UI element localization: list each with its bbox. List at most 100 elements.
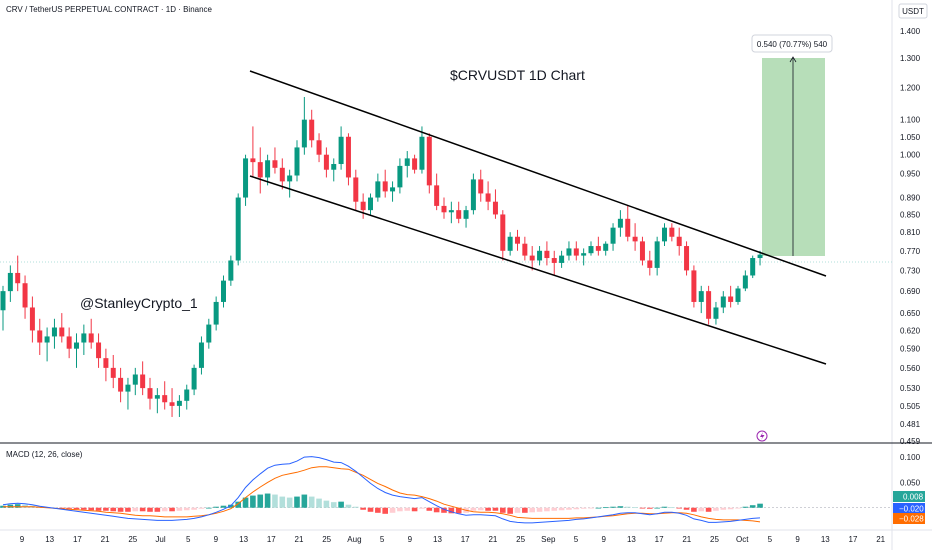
macd-hist-bar [455,507,462,514]
candle-body [669,227,675,237]
candle-body [551,258,557,263]
y-tick-label: 1.300 [900,54,921,63]
candle-body [412,158,418,170]
candle-body [7,272,13,292]
candle-body [507,236,513,251]
macd-hist-bar [610,506,616,508]
macd-signal-line [3,466,761,523]
candle-body [140,374,146,389]
macd-hist-bar [330,502,337,508]
y-tick-label: 0.850 [900,210,921,219]
x-tick-label: 9 [20,535,25,544]
x-tick-label: 13 [433,535,442,544]
macd-hist-bar [345,504,352,508]
macd-hist-bar [647,507,653,509]
macd-hist-bar [220,505,227,508]
candle-body [287,175,293,182]
candle-body [684,246,690,271]
candle-body [492,201,498,215]
y-tick-label: 0.690 [900,287,921,296]
macd-hist-bar [426,507,433,511]
candle-body [243,158,249,198]
candle-body [390,187,396,192]
candle-body [566,248,572,256]
candle-body [250,158,256,163]
macd-hist-bar [81,507,87,510]
candle-body [257,162,263,178]
candle-body [147,388,153,399]
candle-body [360,201,366,211]
macd-hist-bar [698,507,705,512]
candle-body [331,164,337,170]
candle-body [74,342,79,349]
macd-hist-bar [206,507,212,509]
macd-hist-bar [272,494,278,508]
candle-body [110,367,116,378]
svg-text:0.008: 0.008 [903,493,924,502]
x-tick-label: 25 [322,535,331,544]
candle-body [213,301,219,325]
x-tick-label: Aug [347,535,361,544]
channel-upper-line [249,70,827,277]
macd-hist-bar [279,496,286,508]
macd-hist-bar [103,507,109,511]
candle-body [51,327,57,337]
macd-hist-bar [59,507,65,509]
macd-hist-bar [235,501,241,508]
y-tick-label: 0.590 [900,345,921,354]
y-tick-label: 1.050 [900,133,921,142]
macd-hist-bar [360,507,366,510]
macd-hist-bar [441,507,447,513]
candle-body [345,136,351,178]
candle-body [654,241,660,268]
macd-hist-bar [691,507,697,512]
candle-body [301,119,307,148]
chart-title-annotation: $CRVUSDT 1D Chart [450,67,585,83]
macd-hist-bar [713,507,719,511]
lightning-icon[interactable] [756,430,768,442]
currency-badge: USDT [898,3,928,19]
macd-hist-bar [617,506,624,508]
candle-body [265,160,271,178]
macd-hist-bar [161,507,168,512]
macd-hist-bar [397,507,403,512]
x-tick-label: 17 [267,535,276,544]
candle-body [221,280,226,302]
macd-hist-bar [676,507,682,509]
candle-body [625,218,631,237]
candle-body [713,307,719,319]
candle-body [750,258,756,276]
candle-body [676,236,682,247]
x-tick-label: 21 [682,535,691,544]
candle-body [169,402,175,406]
macd-hist-bar [529,507,535,513]
y-tick-label: 1.200 [900,84,921,93]
x-tick-label: Oct [736,535,749,544]
candle-body [81,333,87,343]
macd-hist-bar [551,507,558,511]
candle-body [434,185,440,206]
macd-hist-bar [522,507,528,513]
candle-body [728,296,734,302]
x-tick-label: 21 [101,535,110,544]
macd-hist-bar [110,507,117,512]
macd-hist-bar [514,507,521,513]
macd-hist-bar [742,506,749,508]
candle-body [294,147,300,176]
macd-hist-bar [602,507,609,509]
macd-hist-bar [198,507,205,509]
macd-y-tick: 0.100 [900,453,921,462]
macd-hist-bar [669,507,675,509]
candle-body [44,336,50,343]
candle-body [441,205,447,213]
y-tick-label: 0.620 [900,326,921,335]
macd-hist-tag: 0.008 [893,491,925,502]
measure-tooltip: 0.540 (70.77%) 540 [751,34,833,53]
x-tick-label: 13 [45,535,54,544]
candle-body [735,288,741,302]
macd-hist-bar [720,507,727,510]
macd-hist-bar [191,507,197,510]
macd-line-tag: −0.020 [893,503,925,514]
x-tick-label: 17 [655,535,664,544]
candle-body [132,374,138,385]
